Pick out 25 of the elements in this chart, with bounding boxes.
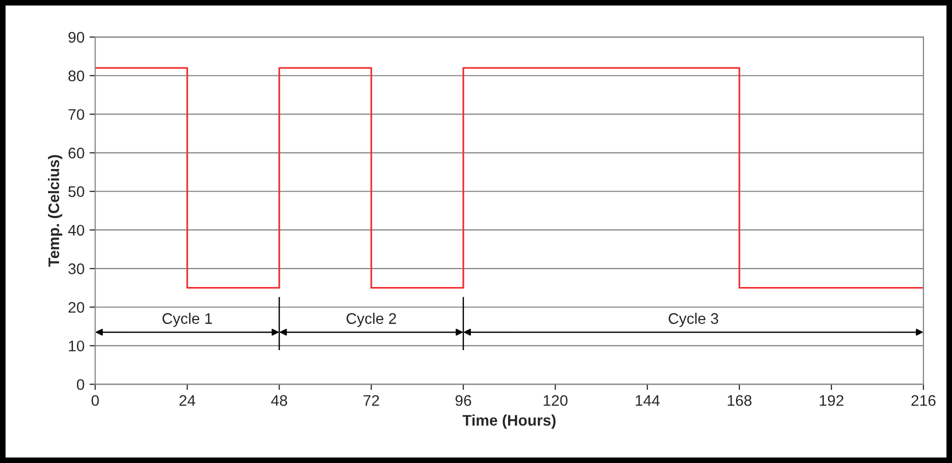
y-tick-label: 70 (68, 109, 84, 120)
x-tick-label: 216 (911, 395, 936, 406)
y-tick-label: 40 (68, 224, 84, 236)
x-tick-label: 96 (456, 395, 472, 406)
annotation: Cycle 1 (162, 312, 212, 327)
x-tick-label: 0 (92, 395, 99, 406)
x-tick-label: 192 (820, 395, 844, 406)
y-tick-label: 30 (68, 263, 84, 274)
x-tick-label: 24 (180, 395, 196, 406)
x-tick-label: 48 (271, 395, 288, 406)
y-tick-label: 60 (68, 148, 84, 158)
x-tick-label: 168 (728, 395, 752, 406)
y-tick-label: 20 (68, 302, 84, 313)
y-tick-label: 10 (68, 340, 84, 352)
y-tick-label: 90 (68, 32, 84, 43)
annotation: Cycle 3 (668, 312, 718, 327)
x-axis-title: Time (Hours) (462, 414, 556, 429)
x-tick-label: 120 (544, 395, 568, 406)
y-axis-title: Temp. (Celcius) (48, 155, 62, 267)
x-tick-label: 72 (364, 395, 380, 406)
y-tick-label: 80 (68, 70, 84, 82)
x-tick-label: 144 (636, 395, 660, 406)
y-tick-label: 0 (76, 379, 84, 390)
y-tick-label: 50 (68, 186, 84, 198)
annotation: Cycle 2 (346, 312, 396, 327)
